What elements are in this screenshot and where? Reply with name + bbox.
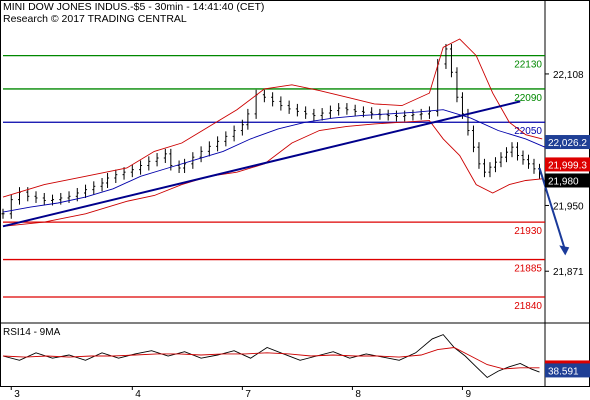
y-tick-label: 21,871 — [553, 267, 584, 278]
y-tick-label: 21,950 — [553, 201, 584, 212]
price-tag-label-last: 21,980 — [548, 176, 579, 187]
price-tag-label-bollinger: 21,999.3 — [548, 160, 587, 171]
x-tick-label: 7 — [245, 389, 251, 400]
level-label-22090: 22090 — [514, 93, 542, 104]
price-tag-last — [545, 173, 590, 188]
level-label-21885: 21885 — [514, 264, 542, 275]
y-tick-label: 22,108 — [553, 70, 584, 81]
rsi-series-9ma — [2, 347, 540, 370]
level-label-22130: 22130 — [514, 60, 542, 71]
projection-arrow-head — [559, 245, 570, 256]
projection-arrow-shaft — [538, 167, 566, 248]
level-label-22050: 22050 — [514, 126, 542, 137]
chart-frame — [0, 0, 590, 387]
rsi-tag-label-rsi: 38.591 — [548, 366, 579, 377]
x-tick-label: 3 — [14, 389, 20, 400]
bollinger-lower-line — [2, 120, 543, 227]
price-bars — [1, 43, 541, 219]
x-tick-label: 9 — [465, 389, 471, 400]
price-tag-ma — [545, 135, 590, 150]
rsi-series-rsi14 — [2, 334, 540, 379]
x-tick-label: 4 — [135, 389, 141, 400]
rsi-tag-rsi — [545, 363, 590, 378]
x-tick-label: 8 — [355, 389, 361, 400]
trendline-line — [2, 100, 521, 228]
price-tag-label-ma: 22,026.2 — [548, 138, 587, 149]
chart-title: MINI DOW JONES INDUS.-$5 - 30min - 14:41… — [3, 1, 265, 13]
chart-subtitle: Research © 2017 TRADING CENTRAL — [3, 13, 187, 25]
bollinger-upper-line — [2, 38, 543, 198]
level-label-21840: 21840 — [514, 301, 542, 312]
price-tag-bollinger — [545, 157, 590, 172]
rsi-panel-title: RSI14 - 9MA — [3, 327, 61, 338]
level-label-21930: 21930 — [514, 226, 542, 237]
